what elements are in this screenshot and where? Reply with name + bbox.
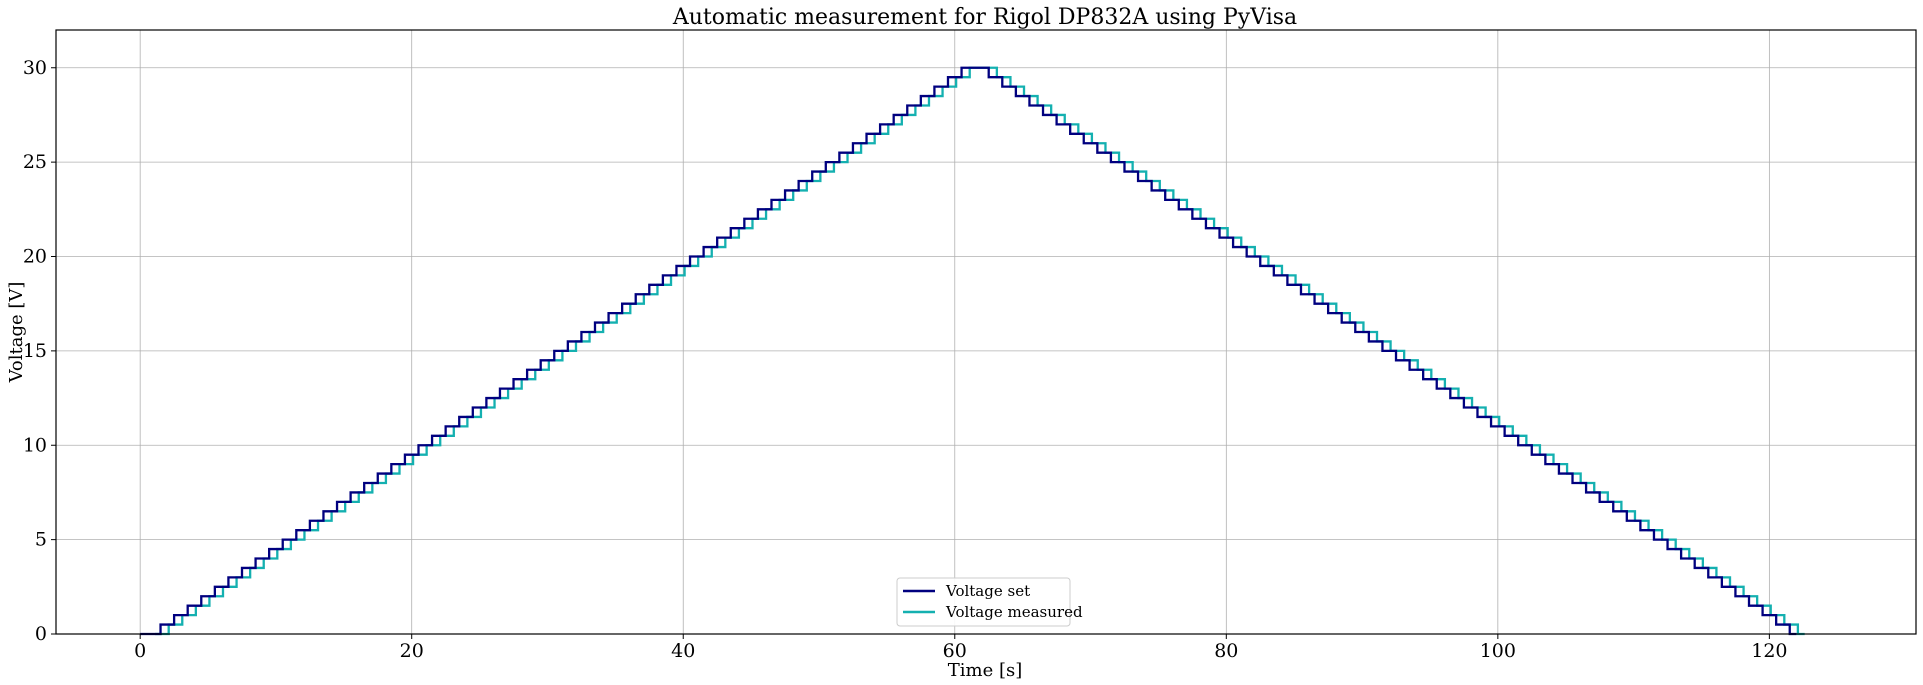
- y-tick-label: 25: [23, 151, 47, 173]
- series-voltage-set: [140, 66, 1797, 636]
- y-tick-label: 15: [23, 340, 47, 362]
- x-axis-label: Time [s]: [948, 660, 1023, 681]
- legend-box: [896, 577, 1071, 627]
- x-tick-label: 120: [1751, 640, 1787, 662]
- series-layer: [140, 66, 1805, 636]
- x-tick-label: 80: [1214, 640, 1238, 662]
- ticks: 0 20 40 60 80 100 120 0 5 10 15 20 25 30: [23, 57, 1788, 662]
- x-tick-label: 40: [671, 640, 695, 662]
- x-tick-label: 100: [1480, 640, 1516, 662]
- x-tick-label: 20: [400, 640, 424, 662]
- legend: Voltage set Voltage measured: [896, 577, 1083, 627]
- x-tick-label: 0: [134, 640, 146, 662]
- y-tick-label: 0: [35, 623, 47, 645]
- y-tick-label: 5: [35, 529, 47, 551]
- y-tick-label: 30: [23, 57, 47, 79]
- plot-frame: [55, 29, 1917, 635]
- chart-title: Automatic measurement for Rigol DP832A u…: [672, 5, 1297, 30]
- x-tick-label: 60: [943, 640, 967, 662]
- legend-label-voltage-set: Voltage set: [945, 582, 1030, 600]
- legend-label-voltage-measured: Voltage measured: [945, 603, 1083, 621]
- y-tick-label: 20: [23, 246, 47, 268]
- y-tick-label: 10: [23, 434, 47, 456]
- grid: [56, 30, 1916, 635]
- y-axis-label: Voltage [V]: [6, 282, 27, 384]
